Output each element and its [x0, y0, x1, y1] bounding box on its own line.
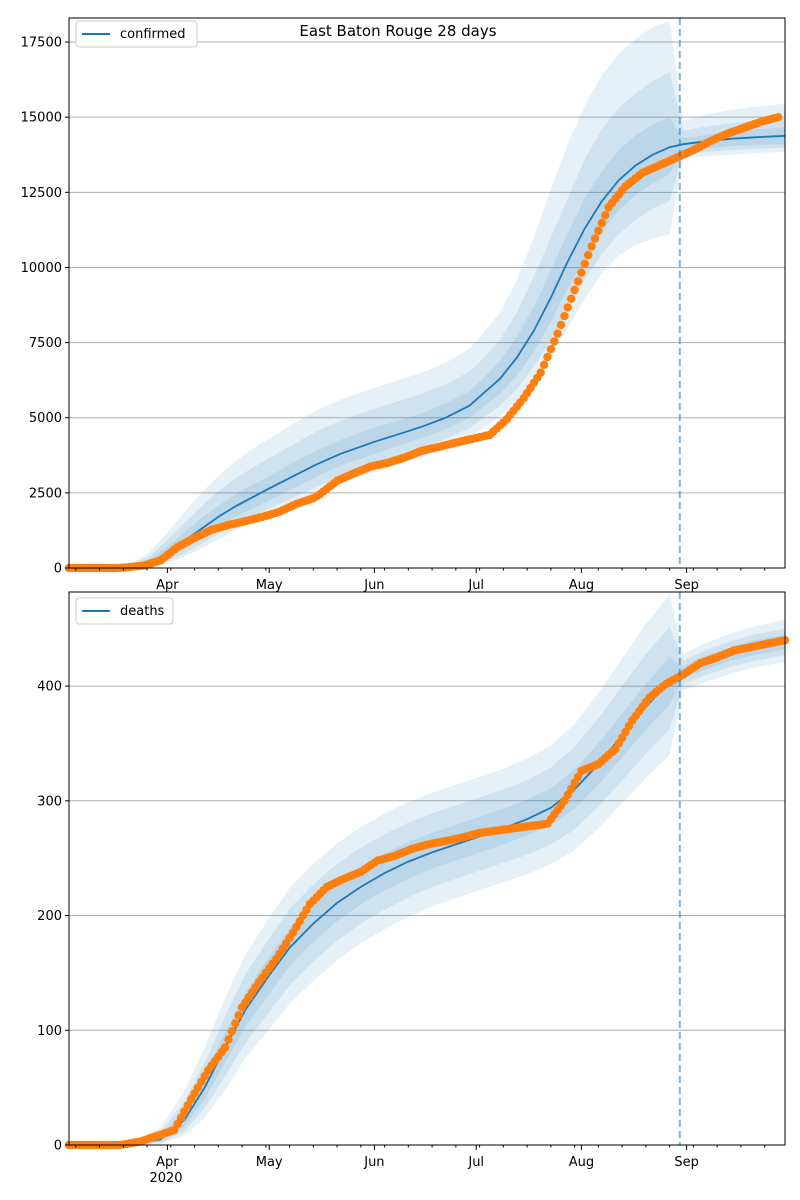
observed-points: [64, 636, 790, 1150]
x-tick-label: Sep: [674, 1155, 699, 1170]
observed-point: [774, 113, 783, 122]
x-tick-label: May: [256, 1155, 283, 1170]
uncertainty-band: [69, 21, 785, 568]
observed-point: [567, 294, 576, 303]
observed-point: [601, 211, 610, 220]
year-label: 2020: [149, 1171, 182, 1186]
x-tick-label: Aug: [569, 1155, 594, 1170]
model-line: [69, 134, 786, 569]
y-axis: 0 2500 5000 7500 10000 12500 15000 17500: [21, 36, 69, 577]
grid-lines: [69, 41, 785, 494]
x-tick-label: Sep: [674, 578, 699, 593]
observed-point: [573, 277, 583, 286]
y-tick-label: 10000: [21, 261, 62, 276]
observed-point: [584, 250, 593, 260]
y-tick-label: 100: [37, 1024, 62, 1039]
legend-label: deaths: [120, 604, 165, 619]
plot-area: [69, 18, 785, 568]
legend: confirmed: [75, 20, 198, 48]
observed-point: [170, 1125, 179, 1135]
observed-point: [543, 352, 552, 362]
observed-point: [224, 1035, 233, 1044]
y-tick-label: 0: [54, 562, 62, 577]
y-tick-label: 12500: [21, 186, 62, 201]
observed-point: [231, 1019, 240, 1028]
x-tick-label: Jun: [363, 578, 384, 593]
x-tick-label: May: [256, 578, 283, 593]
observed-point: [560, 311, 569, 321]
observed-point: [580, 259, 589, 268]
observed-point: [536, 368, 545, 377]
observed-point: [577, 268, 586, 277]
observed-point: [590, 234, 600, 243]
observed-point: [587, 242, 596, 251]
observed-point: [594, 226, 603, 235]
y-axis: 0 100 200 300 400: [37, 680, 69, 1154]
x-tick-label: Jun: [363, 1155, 384, 1170]
y-tick-label: 400: [37, 680, 62, 695]
legend-box: [75, 20, 198, 48]
observed-point: [570, 285, 579, 295]
observed-point: [546, 345, 556, 354]
axes-frame: [68, 591, 786, 1146]
y-tick-label: 7500: [29, 336, 62, 351]
observed-point: [550, 337, 559, 346]
observed-point: [553, 329, 562, 338]
y-tick-label: 200: [37, 909, 62, 924]
observed-point: [176, 1113, 186, 1122]
observed-point: [234, 1011, 243, 1020]
observed-point: [563, 303, 572, 312]
observed-point: [173, 1119, 182, 1129]
observed-point: [220, 1043, 230, 1052]
model-series: [69, 134, 786, 569]
y-tick-label: 300: [37, 794, 62, 809]
observed-point: [180, 1107, 189, 1116]
observed-point: [597, 218, 606, 228]
legend: deaths: [75, 597, 174, 625]
observed-point: [183, 1101, 192, 1110]
x-tick-label: Jul: [467, 578, 484, 593]
observed-point: [539, 360, 549, 369]
x-tick-label: Aug: [569, 578, 594, 593]
legend-box: [75, 597, 174, 625]
x-tick-label: Apr: [156, 578, 179, 593]
axes-frame: [68, 17, 786, 569]
observed-point: [556, 320, 566, 330]
y-tick-label: 5000: [29, 411, 62, 426]
legend-label: confirmed: [120, 27, 186, 42]
y-tick-label: 2500: [29, 486, 62, 501]
observed-point: [227, 1027, 237, 1036]
figure-title: East Baton Rouge 28 days: [299, 22, 496, 40]
x-axis: Apr May Jun Jul Aug Sep: [75, 568, 766, 593]
observed-points: [64, 113, 783, 573]
x-tick-label: Jul: [467, 1155, 484, 1170]
y-tick-label: 17500: [21, 36, 62, 51]
x-axis: Apr May Jun Jul Aug Sep: [75, 1145, 766, 1170]
x-tick-label: Apr: [156, 1155, 179, 1170]
y-tick-label: 15000: [21, 111, 62, 126]
y-tick-label: 0: [54, 1139, 62, 1154]
confirmed-panel: 0 2500 5000 7500 10000 12500 15000 17500 Apr May…: [21, 17, 786, 593]
